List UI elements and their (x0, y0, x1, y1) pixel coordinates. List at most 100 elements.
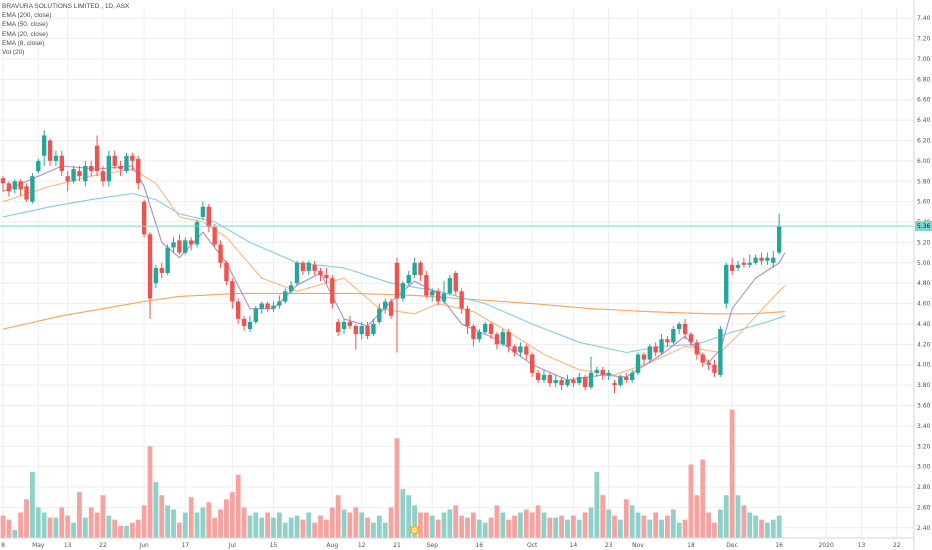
volume-bar (600, 495, 606, 538)
volume-bar (606, 509, 612, 538)
candle-body (177, 240, 182, 253)
candle-body (394, 262, 400, 299)
candle-body (718, 329, 723, 375)
candle-body (424, 275, 429, 296)
candle-body (518, 346, 523, 353)
volume-bar (441, 512, 447, 538)
y-tick-label: 6.20 (917, 138, 931, 145)
time-axis[interactable]: 8 May 13 22 Jun 17 Jul 15 Aug 12 21 Sep 16 Oct 14 23 Nov… (0, 537, 914, 549)
volume-bar (459, 515, 465, 538)
volume-bar (106, 515, 112, 538)
candle-body (353, 326, 358, 335)
candle-body (665, 339, 670, 343)
volume-bar (388, 507, 394, 538)
volume-bar (735, 495, 741, 538)
ema-200-path (2, 292, 786, 330)
candle-body (612, 383, 617, 386)
dividend-marker[interactable]: D (409, 525, 420, 535)
volume-bar (453, 505, 459, 538)
volume-bar (306, 512, 312, 538)
candle-body (383, 301, 388, 309)
candle-body (330, 278, 335, 304)
x-tick-label: 23 (605, 542, 613, 549)
candle-body (30, 176, 35, 202)
legend-ema-200[interactable]: EMA (200, close) (2, 12, 52, 20)
y-tick-label: 6.40 (917, 117, 931, 124)
volume-bar (159, 495, 165, 538)
volume-bar (124, 525, 129, 538)
volume-bar (329, 507, 335, 538)
candle-body (312, 264, 317, 271)
candle-body (89, 165, 94, 172)
volume-bar (353, 507, 359, 538)
candle-body (747, 262, 752, 265)
volume-bar (706, 512, 711, 538)
candle-body (553, 380, 558, 384)
x-tick-label: 2020 (819, 542, 834, 549)
x-tick-label: 15 (270, 542, 278, 549)
volume-bar (65, 515, 71, 538)
dividend-marker-circle (409, 525, 420, 535)
volume-bar (141, 505, 147, 538)
volume-bar (88, 507, 94, 538)
candle-body (36, 160, 41, 172)
candle-body (465, 308, 470, 326)
candle-body (212, 227, 217, 245)
candle-body (435, 291, 441, 302)
volume-bar (318, 515, 323, 538)
volume-bar (676, 522, 682, 538)
legend-symbol-title[interactable]: BRAVURA SOLUTIONS LIMITED , 1D, ASX (2, 3, 130, 10)
candle-body (6, 183, 12, 192)
volume-bar (741, 505, 747, 538)
candle-body (347, 321, 353, 326)
x-tick-label: 8 (1, 542, 5, 549)
volume-bar (418, 512, 423, 538)
volume-bar (629, 505, 635, 538)
candle-body (441, 293, 447, 302)
candle-body (224, 262, 229, 282)
candle-body (371, 323, 376, 335)
x-tick-label: Jun (138, 542, 149, 549)
candle-body (159, 267, 164, 273)
volume-bar (688, 464, 694, 538)
volume-bar (376, 515, 382, 538)
legend-ema-8[interactable]: EMA (8, close) (2, 39, 45, 47)
y-tick-label: 7.20 (917, 36, 931, 43)
candle-body (453, 273, 458, 292)
legend-ema-50[interactable]: EMA (50, close) (2, 21, 48, 29)
volume-bar (94, 512, 100, 538)
volume-bar (118, 525, 123, 538)
candle-body (247, 321, 253, 330)
candle-body (430, 291, 435, 296)
volume-bar (35, 507, 41, 538)
legend-volume[interactable]: Vol (20) (2, 49, 25, 57)
volume-bar (406, 495, 412, 538)
volume-bar (294, 515, 300, 538)
candle-body (765, 257, 770, 261)
ema-20-line (2, 168, 786, 376)
volume-bar (694, 495, 700, 538)
ema-20-path (2, 168, 786, 376)
candle-body (130, 155, 135, 161)
volume-bar (312, 522, 318, 538)
volume-bar (165, 505, 171, 538)
volume-bar (77, 492, 82, 538)
candle-body (324, 275, 329, 279)
volume-bar (259, 517, 265, 538)
candle-body (412, 262, 417, 276)
candle-body (641, 354, 647, 360)
legend-ema-20[interactable]: EMA (20, close) (2, 30, 48, 38)
candle-body (488, 323, 494, 335)
x-tick-label: 16 (775, 542, 783, 549)
volume-bar (494, 505, 500, 538)
candle-body (165, 247, 170, 273)
candle-body (647, 346, 652, 360)
price-axis[interactable]: 7.40 7.20 7.00 6.80 6.60 6.40 6.20 6.00 5.80 5.60… (913, 0, 932, 550)
volume-bar (59, 507, 65, 538)
volume-bar (465, 517, 470, 538)
volume-bar (523, 509, 529, 538)
volume-bar (582, 512, 588, 538)
volume-bar (218, 509, 223, 538)
candle-body (47, 140, 53, 161)
